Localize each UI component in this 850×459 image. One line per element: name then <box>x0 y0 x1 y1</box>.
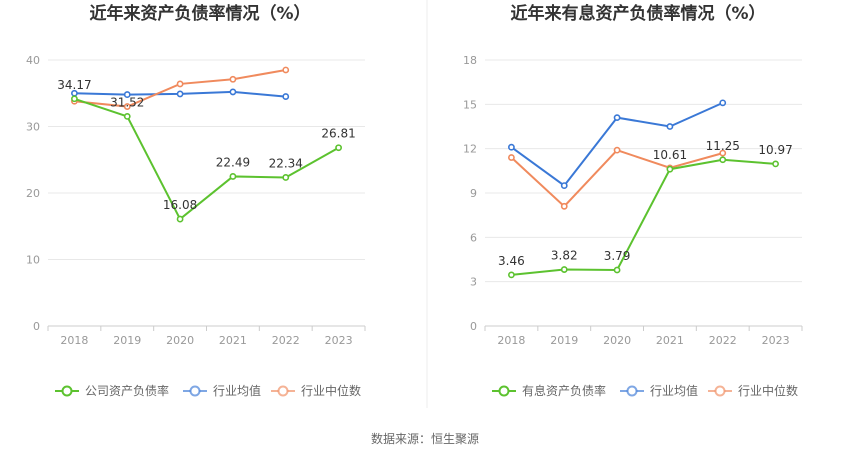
legend-marker <box>189 385 201 397</box>
data-point <box>229 88 237 96</box>
data-point <box>508 143 515 151</box>
x-tick-label: 2021 <box>219 334 247 347</box>
data-label: 31.52 <box>110 95 144 109</box>
data-point <box>282 93 290 100</box>
y-tick-label: 12 <box>463 143 477 156</box>
y-tick-label: 40 <box>26 54 40 67</box>
debt-ratio-chart: 近年来资产负债率情况（%） 0 10 20 30 40 2018 2019 2020 2021 20… <box>26 3 366 398</box>
x-tick-label: 2018 <box>60 334 88 347</box>
y-tick-label: 15 <box>463 98 477 111</box>
y-tick-label: 0 <box>33 320 40 333</box>
series-line <box>511 158 776 276</box>
x-tick-label: 2019 <box>113 334 141 347</box>
x-tick-label: 2023 <box>325 334 353 347</box>
chart-title: 近年来有息资产负债率情况（%） <box>510 3 765 24</box>
data-point <box>560 266 568 273</box>
data-point <box>176 215 184 223</box>
data-label: 22.49 <box>216 155 250 169</box>
legend-label: 行业中位数 <box>738 383 798 398</box>
data-point <box>613 266 621 274</box>
data-point <box>282 66 290 74</box>
data-point <box>229 173 237 180</box>
data-point <box>613 146 621 154</box>
y-tick-label: 0 <box>470 320 477 333</box>
legend-marker <box>714 385 726 397</box>
x-tick-label: 2020 <box>166 334 194 347</box>
data-label: 11.25 <box>706 139 740 153</box>
legend-label: 行业均值 <box>213 383 261 398</box>
series-line <box>74 68 286 108</box>
data-label: 26.81 <box>321 127 355 141</box>
data-point <box>229 75 237 83</box>
legend-marker <box>498 385 510 397</box>
y-tick-label: 10 <box>26 254 40 267</box>
series-line <box>510 148 724 208</box>
data-label: 16.08 <box>163 198 197 212</box>
x-tick-label: 2022 <box>272 334 300 347</box>
legend-marker <box>277 385 289 397</box>
data-point <box>508 271 515 279</box>
data-point <box>71 95 78 103</box>
y-tick-label: 18 <box>463 54 477 67</box>
data-point <box>666 123 674 130</box>
data-point <box>282 174 290 181</box>
legend-marker <box>626 385 638 397</box>
data-label: 34.17 <box>57 78 91 92</box>
interest-debt-ratio-chart: 近年来有息资产负债率情况（%） 0 3 6 9 12 15 18 2018 2019 2020 202… <box>463 3 803 398</box>
data-label: 10.61 <box>653 148 687 162</box>
legend-label: 公司资产负债率 <box>85 383 169 398</box>
data-label: 10.97 <box>758 143 792 157</box>
data-source-footer: 数据来源：恒生聚源 <box>371 431 479 446</box>
data-point <box>123 103 131 110</box>
y-tick-label: 6 <box>470 231 477 244</box>
y-tick-label: 9 <box>470 187 477 200</box>
data-point <box>772 160 779 168</box>
x-tick-label: 2018 <box>497 334 525 347</box>
series-line <box>74 97 340 221</box>
data-point <box>613 114 621 122</box>
legend-label: 行业均值 <box>650 383 698 398</box>
legend-marker <box>61 385 73 397</box>
legend-label: 有息资产负债率 <box>522 383 606 398</box>
y-tick-label: 3 <box>470 276 477 289</box>
y-tick-label: 30 <box>26 121 40 134</box>
data-point <box>123 112 131 120</box>
data-label: 3.79 <box>604 249 631 263</box>
chart-title: 近年来资产负债率情况（%） <box>89 3 310 24</box>
data-label: 3.82 <box>551 249 578 263</box>
data-point <box>123 91 131 98</box>
data-point <box>719 156 727 164</box>
data-point <box>176 80 184 88</box>
data-point <box>508 154 515 161</box>
data-label: 3.46 <box>498 254 525 268</box>
x-tick-label: 2019 <box>550 334 578 347</box>
data-point <box>560 182 568 190</box>
data-point <box>335 144 342 152</box>
data-label: 22.34 <box>269 156 303 170</box>
data-point <box>719 149 727 157</box>
x-tick-label: 2023 <box>762 334 790 347</box>
data-point <box>719 99 727 107</box>
data-point <box>666 165 674 173</box>
x-tick-label: 2022 <box>709 334 737 347</box>
legend-label: 行业中位数 <box>301 383 361 398</box>
x-tick-label: 2020 <box>603 334 631 347</box>
y-tick-label: 20 <box>26 187 40 200</box>
data-point <box>176 90 184 98</box>
data-point <box>560 202 568 210</box>
x-tick-label: 2021 <box>656 334 684 347</box>
